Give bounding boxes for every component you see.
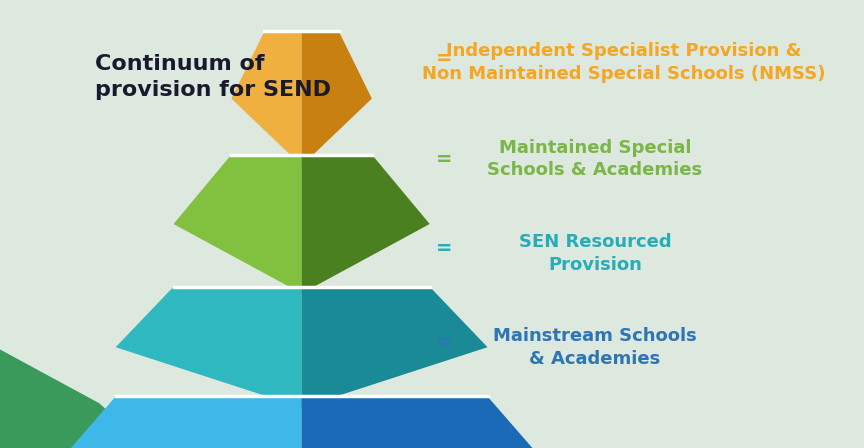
Polygon shape <box>302 31 372 166</box>
Text: SEN Resourced
Provision: SEN Resourced Provision <box>518 233 671 274</box>
Polygon shape <box>302 287 487 408</box>
Polygon shape <box>0 349 149 448</box>
Polygon shape <box>302 155 429 293</box>
Polygon shape <box>302 396 558 448</box>
Text: Maintained Special
Schools & Academies: Maintained Special Schools & Academies <box>487 138 702 180</box>
Polygon shape <box>174 155 302 293</box>
Text: Continuum of
provision for SEND: Continuum of provision for SEND <box>95 54 331 100</box>
Polygon shape <box>46 396 302 448</box>
Text: Mainstream Schools
& Academies: Mainstream Schools & Academies <box>493 327 696 368</box>
Text: =: = <box>436 49 453 68</box>
Text: =: = <box>436 239 453 258</box>
Polygon shape <box>116 287 302 408</box>
Text: =: = <box>436 150 453 168</box>
Text: =: = <box>436 333 453 352</box>
Text: Independent Specialist Provision &
Non Maintained Special Schools (NMSS): Independent Specialist Provision & Non M… <box>422 42 826 83</box>
Polygon shape <box>232 31 302 166</box>
